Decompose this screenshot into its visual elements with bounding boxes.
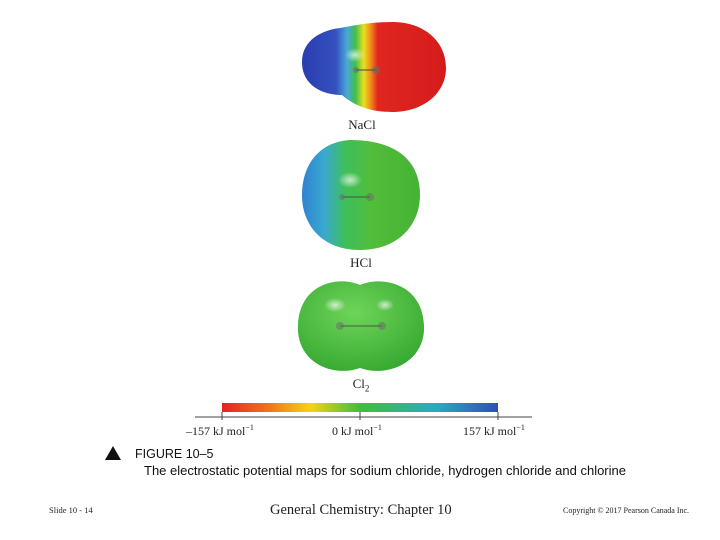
triangle-marker-icon: [105, 446, 121, 460]
scale-zero-exp: −1: [373, 423, 382, 432]
figure-caption: The electrostatic potential maps for sod…: [144, 463, 626, 478]
scale-min-label: –157 kJ mol−1: [186, 423, 254, 439]
hcl-potential-map: [302, 140, 420, 250]
scale-max-value: 157 kJ mol: [463, 424, 517, 438]
slide-number: Slide 10 - 14: [49, 505, 93, 515]
scale-min-value: –157 kJ mol: [186, 424, 246, 438]
figure-number: FIGURE 10–5: [135, 447, 214, 461]
nacl-potential-map: [302, 22, 446, 112]
cl2-label-element: Cl: [352, 376, 365, 391]
scale-zero-value: 0 kJ mol: [332, 424, 374, 438]
nacl-label: NaCl: [348, 117, 376, 132]
cl2-potential-map: [297, 281, 425, 371]
copyright: Copyright © 2017 Pearson Canada Inc.: [563, 506, 690, 515]
potential-color-scale: [195, 403, 532, 420]
hcl-label: HCl: [350, 255, 372, 270]
cl2-label: Cl2: [321, 376, 401, 394]
chapter-title: General Chemistry: Chapter 10: [270, 502, 452, 518]
scale-max-label: 157 kJ mol−1: [463, 423, 525, 439]
scale-zero-label: 0 kJ mol−1: [332, 423, 382, 439]
scale-min-exp: −1: [245, 423, 254, 432]
cl2-label-subscript: 2: [364, 383, 370, 394]
scale-max-exp: −1: [516, 423, 525, 432]
